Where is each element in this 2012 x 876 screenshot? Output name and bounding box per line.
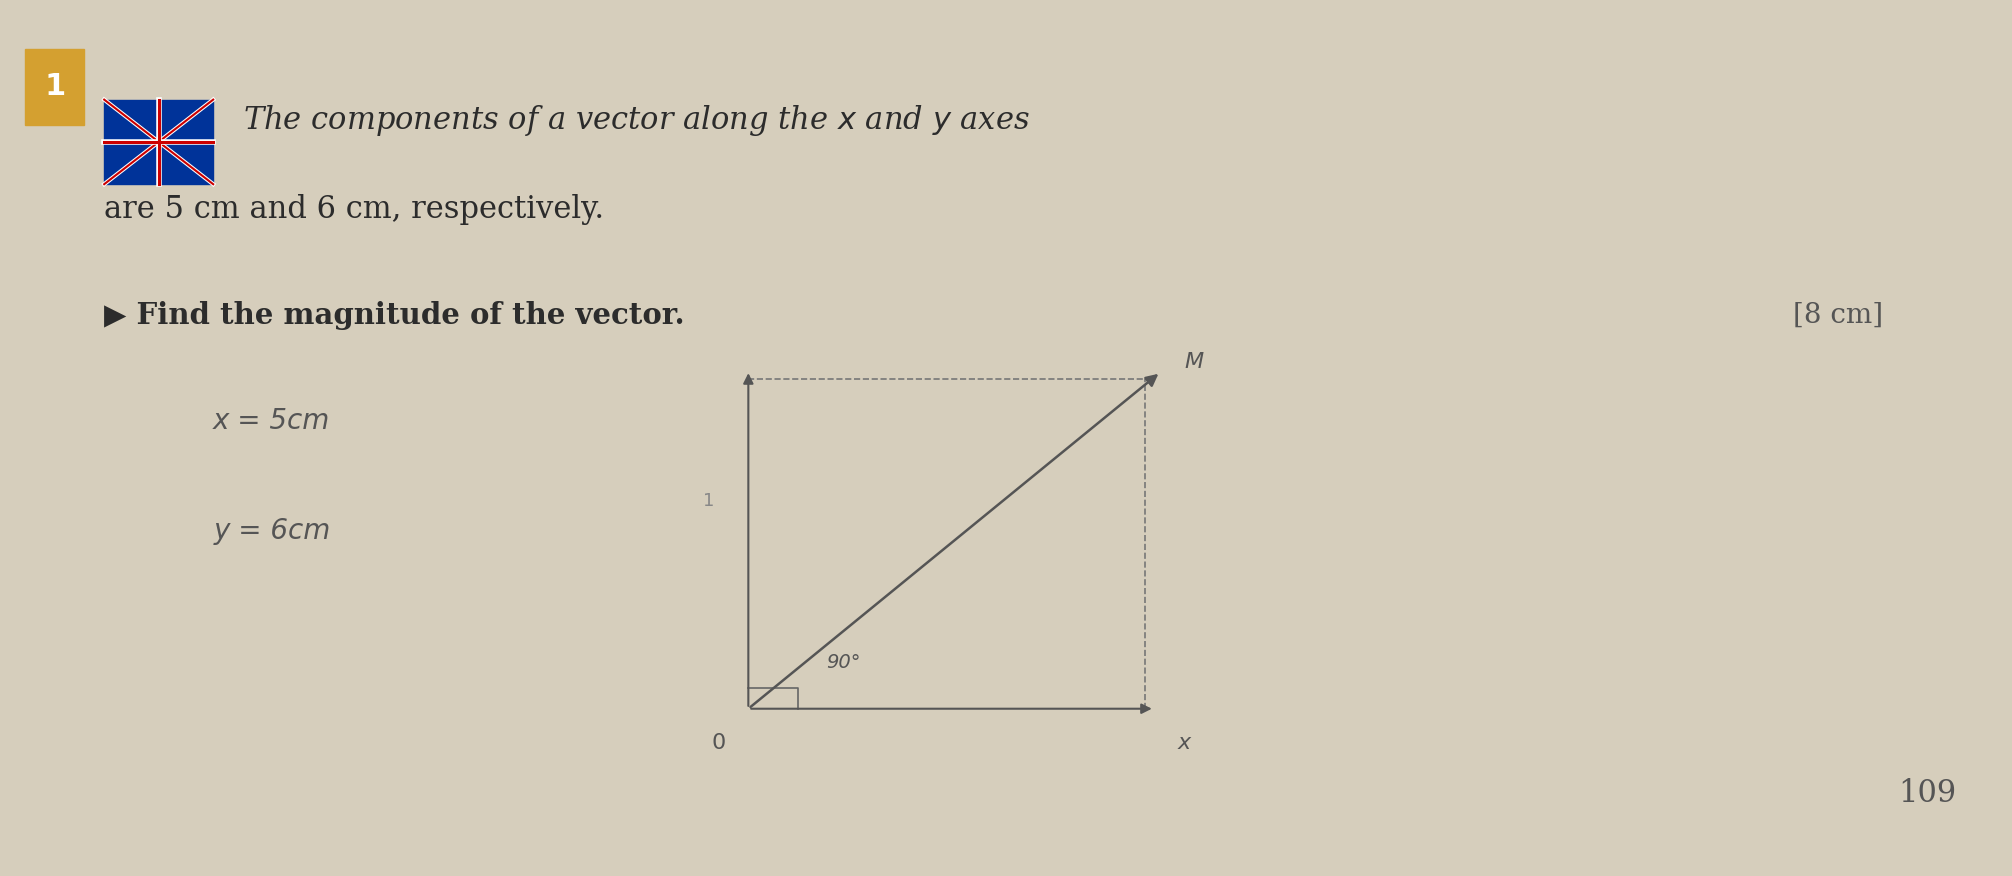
Bar [105, 100, 213, 184]
Text: The components of a vector along the $x$ and $y$ axes: The components of a vector along the $x$… [243, 103, 1030, 138]
Text: 1: 1 [702, 492, 714, 511]
Text: 109: 109 [1899, 778, 1958, 809]
Text: are 5 cm and 6 cm, respectively.: are 5 cm and 6 cm, respectively. [105, 194, 604, 225]
Text: M: M [1185, 352, 1203, 371]
Text: 90°: 90° [827, 653, 861, 672]
Text: [8 cm]: [8 cm] [1793, 302, 1883, 328]
Bar [24, 49, 85, 125]
Text: 1: 1 [44, 73, 64, 102]
Text: ▶ Find the magnitude of the vector.: ▶ Find the magnitude of the vector. [105, 300, 684, 330]
Text: x = 5cm: x = 5cm [213, 407, 330, 435]
Text: x: x [1177, 732, 1191, 752]
Text: 0: 0 [712, 732, 726, 752]
Text: y = 6cm: y = 6cm [213, 517, 330, 545]
